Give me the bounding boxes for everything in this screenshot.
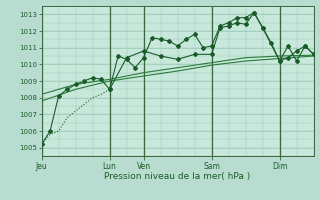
X-axis label: Pression niveau de la mer( hPa ): Pression niveau de la mer( hPa ) <box>104 172 251 181</box>
